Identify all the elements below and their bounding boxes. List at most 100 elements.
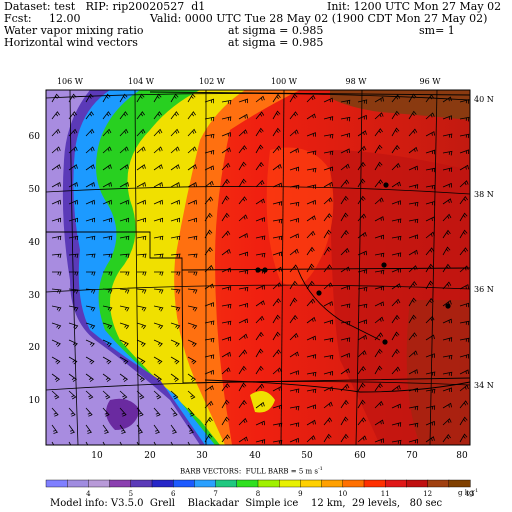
legend-value: 13 [466,490,475,498]
wind-barb [391,366,401,375]
legend-value: 10 [338,490,347,498]
wind-barb [102,339,112,347]
wind-barb [119,356,129,365]
wind-barb [204,212,213,222]
lat-label: 36 N [474,285,494,294]
wind-barb [153,390,162,400]
wind-barb [340,399,349,409]
wind-barb [442,246,451,256]
wind-barb [153,181,163,188]
x-tick: 10 [91,451,103,461]
legend-swatch [321,479,344,488]
wind-barb [204,433,213,443]
wind-barb [119,253,130,259]
wind-barb [340,179,350,188]
wind-barb [289,280,298,290]
y-tick: 20 [29,343,41,353]
wind-barb [442,371,453,377]
wind-barb [102,407,110,417]
wind-barb [340,212,349,222]
wind-barb [425,263,434,273]
wind-barb [255,144,264,154]
wind-barb [459,164,469,171]
wind-barb [85,288,96,294]
legend-value: 6 [171,490,176,498]
wind-barb [204,302,214,307]
wind-barb [85,356,95,365]
wind-barb [408,297,417,307]
wind-barb [323,370,334,376]
wind-barb [374,161,383,171]
wind-barb [102,181,112,188]
wind-barb [408,422,419,428]
y-tick: 60 [29,132,41,142]
wind-barb [68,164,78,171]
legend-value: 8 [256,490,260,498]
wind-barb [306,280,315,290]
wind-barb [374,179,384,188]
wind-barb [85,441,89,445]
wind-barb [51,356,61,365]
wind-barb [221,434,231,443]
wind-barb [374,438,384,443]
wind-barb [323,246,332,256]
wind-barb [425,131,435,137]
wind-barb [255,235,266,241]
wind-barb [102,128,112,137]
wind-barb [153,217,164,223]
wind-barb [153,424,160,434]
wind-barb [187,164,197,171]
wind-barb [289,111,299,120]
wind-barb [323,181,333,188]
wind-barb [391,127,400,137]
wind-barb [272,110,281,120]
wind-barb [119,164,129,171]
plot-frame [45,89,471,446]
wind-barb [221,303,232,309]
wind-barb [289,129,299,137]
x-tick: 80 [456,451,468,461]
lat-label: 38 N [474,190,494,199]
x-tick: 60 [354,451,366,461]
lat-label: 40 N [474,95,494,104]
wind-barb [69,271,79,276]
wind-barb [425,353,435,358]
wind-barb [442,299,452,307]
lat-label: 34 N [474,381,494,390]
x-tick: 30 [196,451,208,461]
wind-barb [442,167,453,172]
header-smoothing: sm= 1 [419,24,455,37]
wind-barb [374,96,384,103]
wind-barb [323,229,332,239]
wind-barb [119,373,128,382]
legend-swatch [66,479,89,488]
wind-barb [357,145,367,154]
wind-barb [238,349,248,358]
wind-barb [170,288,181,294]
wind-barb [425,149,436,155]
wind-barb [221,212,230,222]
wind-barb [153,373,162,382]
wind-barb [425,94,435,103]
wind-barb [289,437,299,443]
wind-barb [272,298,281,307]
wind-barb [357,99,368,104]
wind-barb [408,110,417,120]
wind-barb [238,161,247,171]
wind-barb [204,116,215,122]
wind-barb [408,128,418,137]
wind-barb [85,373,94,382]
wind-barb [136,199,146,205]
wind-barb [187,390,196,400]
wind-barb [323,417,333,426]
wind-barb [408,218,419,224]
wind-barb [408,281,417,290]
wind-barb [340,195,349,205]
wind-barb [119,288,130,294]
legend-swatch [130,479,153,488]
wind-barb [255,198,265,205]
wind-barb [323,433,332,443]
wind-barb [119,217,130,223]
header-fcst: Fcst: 12.00 [4,12,81,25]
wind-barb [408,234,418,239]
